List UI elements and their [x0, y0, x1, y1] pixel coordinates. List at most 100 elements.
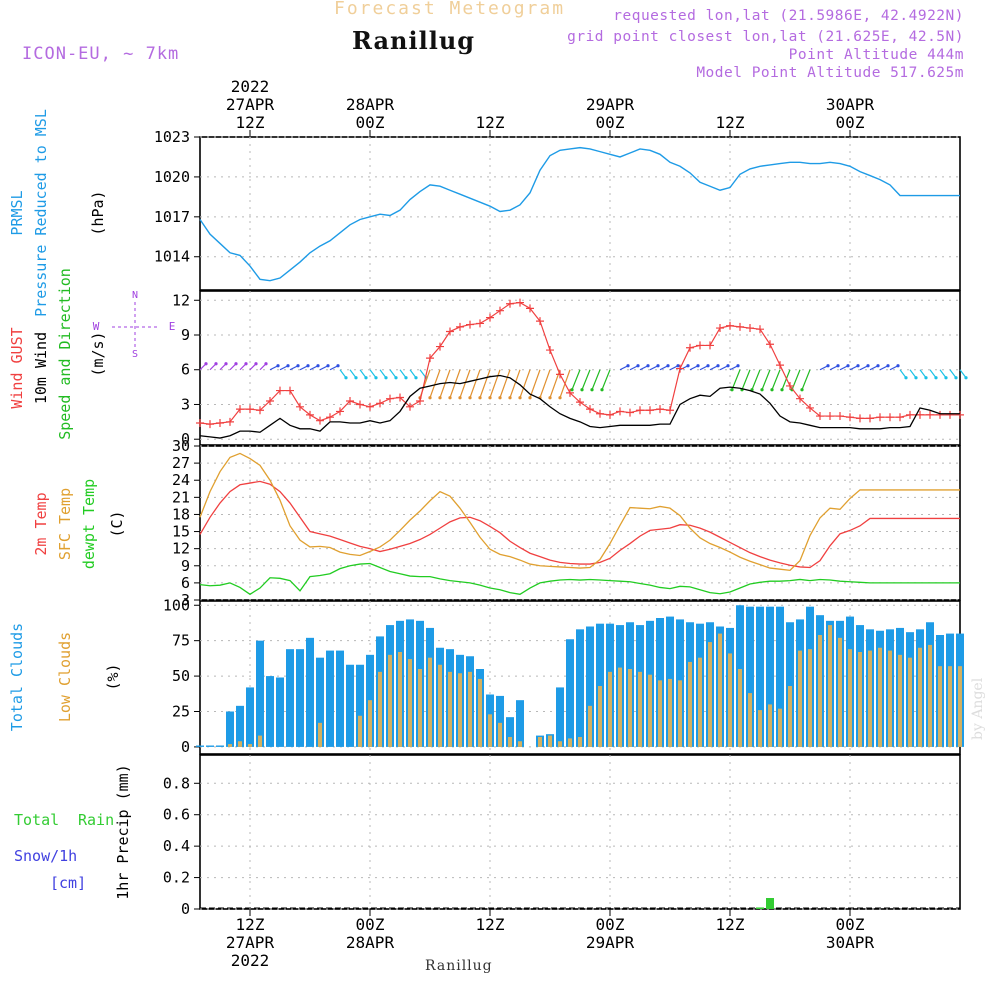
total-cloud-bar [246, 687, 254, 747]
wind-direction-arrow [359, 369, 367, 379]
low-cloud-bar [898, 654, 902, 747]
bottom-tick-date: 29APR [586, 933, 635, 952]
wind-gust-marker [196, 419, 204, 427]
low-cloud-bar [928, 644, 932, 747]
low-cloud-bar [518, 741, 522, 747]
wind-direction-arrow [771, 369, 781, 390]
low-cloud-bar [698, 657, 702, 747]
rain-bar [766, 898, 774, 909]
y-tick-label: 6 [181, 361, 190, 379]
wind-gust-marker [486, 313, 494, 322]
total-cloud-bar [196, 745, 204, 747]
wind-gust-marker [446, 327, 454, 336]
wind-gust-marker [506, 299, 514, 308]
wind-direction-arrowhead [736, 364, 740, 368]
wind-direction-arrowhead [686, 364, 690, 368]
wind-direction-arrowhead [306, 364, 310, 368]
wind-gust-marker [926, 410, 934, 419]
y-tick-label: 3 [181, 395, 190, 413]
bottom-tick-date: 30APR [826, 933, 875, 952]
legend-total-clouds: Total Clouds [8, 623, 26, 731]
top-tick-hour: 12Z [716, 113, 745, 132]
wind-direction-arrowhead [468, 396, 472, 400]
y-label-temp: (C) [108, 510, 126, 537]
low-cloud-bar [418, 669, 422, 747]
wind-gust-marker [326, 413, 334, 422]
wind-gust-marker [266, 397, 274, 405]
panel-frame [199, 290, 961, 446]
low-cloud-bar [958, 666, 962, 747]
low-cloud-bar [578, 737, 582, 747]
wind-gust-marker [206, 420, 214, 429]
low-cloud-bar [558, 741, 562, 747]
total-cloud-bar [496, 695, 504, 747]
wind-gust-marker [736, 322, 744, 331]
y-tick-label: 18 [172, 505, 190, 523]
y-tick-label: 12 [172, 291, 190, 309]
wind-direction-arrowhead [716, 364, 720, 368]
top-tick-hour: 00Z [356, 113, 385, 132]
wind-direction-arrow [539, 369, 551, 398]
wind-gust-marker [756, 325, 764, 334]
wind-gust-marker [846, 413, 854, 422]
wind-direction-arrowhead [286, 364, 290, 368]
low-cloud-bar [798, 650, 802, 747]
bottom-tick-date: 27APR [226, 933, 275, 952]
wind-gust-marker [296, 402, 304, 411]
panel-frame [199, 754, 961, 910]
wind-gust-marker [666, 406, 674, 415]
wind-direction-arrow [409, 369, 417, 379]
wind-direction-arrow [379, 369, 387, 379]
low-cloud-bar [888, 650, 892, 747]
y-tick-label: 9 [181, 326, 190, 344]
pressure-line [199, 146, 960, 282]
low-cloud-bar [868, 650, 872, 747]
wind-direction-arrowhead [364, 376, 368, 380]
wind-direction-arrowhead [354, 376, 358, 380]
total-cloud-bar [746, 606, 754, 747]
wind-direction-arrowhead [636, 364, 640, 368]
wind-gust-marker [676, 364, 684, 373]
wind-direction-arrowhead [478, 396, 482, 400]
low-cloud-bar [658, 680, 662, 747]
y-tick-label: 21 [172, 488, 190, 506]
wind-gust-marker [286, 386, 294, 395]
wind-direction-arrow [449, 369, 461, 398]
legend-low-clouds: Low Clouds [56, 632, 74, 722]
low-cloud-bar [828, 625, 832, 747]
panel-4: 0 25 50 75 100 [163, 596, 964, 756]
wind-direction-arrowhead [548, 396, 552, 400]
wind-gust-marker [836, 412, 844, 421]
temp-sfc-line [199, 452, 960, 572]
panel-5: 0 0.2 0.4 0.6 0.8 [163, 754, 961, 918]
dewpt-line [199, 562, 960, 596]
wind-gust-marker [936, 410, 944, 419]
wind-direction-arrowhead [296, 364, 300, 368]
wind-gust-marker [306, 410, 314, 419]
wind-gust-marker [616, 407, 624, 416]
wind-direction-arrowhead [558, 396, 562, 400]
wind-gust-marker [786, 381, 794, 390]
wind-direction-arrowhead [600, 388, 604, 392]
wind-direction-arrowhead [590, 388, 594, 392]
low-cloud-bar [438, 664, 442, 747]
wind-direction-arrow [399, 369, 407, 379]
wind-gust-marker [256, 406, 264, 415]
legend-total: Total [14, 811, 59, 829]
wind-gust-marker [636, 406, 644, 415]
wind-direction-arrowhead [914, 376, 918, 380]
y-tick-label: 0 [181, 900, 190, 918]
wind-gust-marker [536, 317, 544, 326]
wind-gust-marker [216, 419, 224, 427]
low-cloud-bar [758, 710, 762, 747]
wind-gust-marker [626, 408, 634, 417]
bottom-tick-hour: 12Z [236, 915, 265, 934]
wind-gust-marker [346, 397, 354, 405]
low-cloud-bar [778, 708, 782, 747]
legend-snow-unit: [cm] [50, 874, 86, 892]
wind-direction-arrowhead [954, 376, 958, 380]
low-cloud-bar [838, 637, 842, 747]
top-tick-hour: 12Z [236, 113, 265, 132]
wind-direction-arrow [459, 369, 471, 398]
total-cloud-bar [566, 639, 574, 747]
